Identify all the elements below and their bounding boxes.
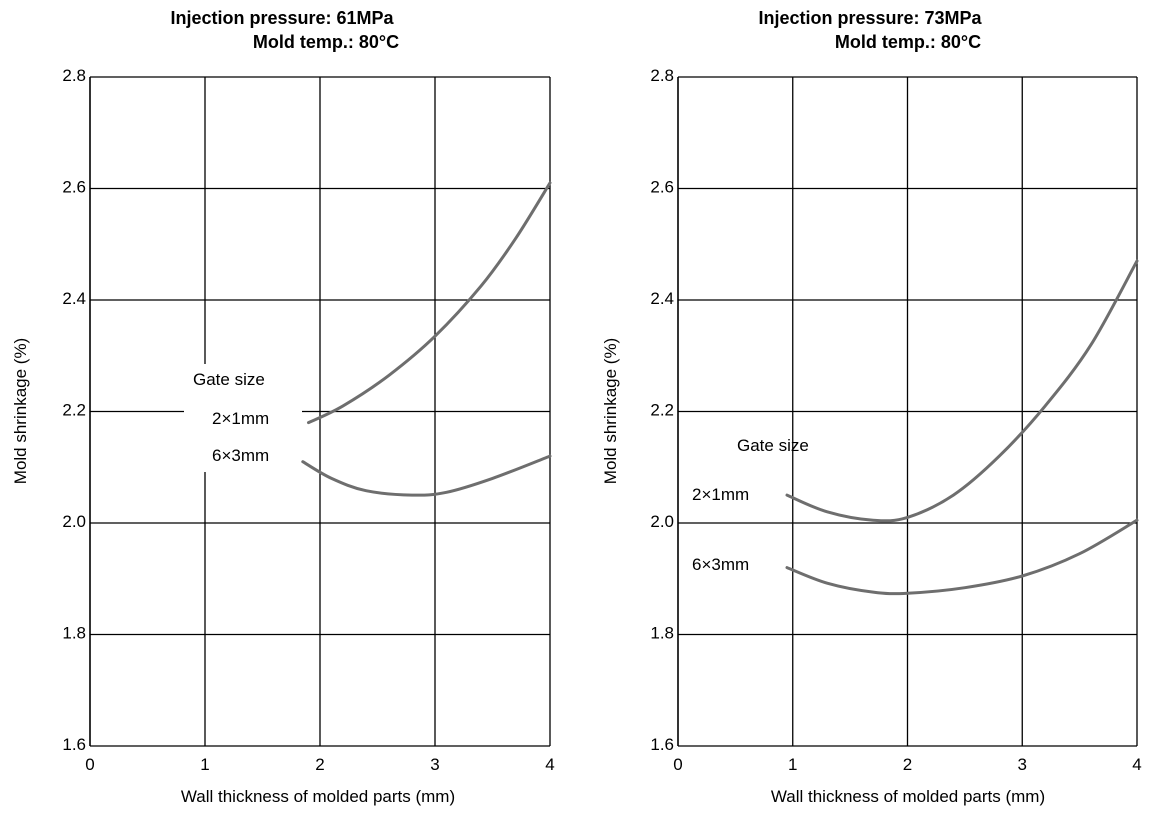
chart-left: Injection pressure: 61MPa Mold temp.: 80… bbox=[11, 8, 555, 806]
chart-left-x-ticks: 0 1 2 3 4 bbox=[85, 755, 554, 774]
chart-right-y-ticks: 1.6 1.8 2.0 2.2 2.4 2.6 2.8 bbox=[650, 66, 674, 754]
chart-left-y-ticks: 1.6 1.8 2.0 2.2 2.4 2.6 2.8 bbox=[62, 66, 86, 754]
chart-1-series-line-2x1 bbox=[785, 259, 1139, 523]
chart-1-y-tick-label: 2.0 bbox=[650, 512, 674, 531]
chart-right-series-label-2x1: 2×1mm bbox=[692, 485, 749, 504]
chart-left-title: Injection pressure: 61MPa bbox=[170, 8, 394, 28]
chart-1-series-line-6x3 bbox=[785, 518, 1139, 596]
chart-1-y-tick-label: 2.8 bbox=[650, 66, 674, 85]
chart-left-curves bbox=[301, 181, 552, 497]
chart-0-x-tick-label: 0 bbox=[85, 755, 94, 774]
chart-left-x-axis-label: Wall thickness of molded parts (mm) bbox=[181, 787, 455, 806]
chart-0-y-tick-label: 2.6 bbox=[62, 178, 86, 197]
chart-left-y-axis-label: Mold shrinkage (%) bbox=[11, 338, 30, 484]
chart-right-y-axis-label: Mold shrinkage (%) bbox=[601, 338, 620, 484]
chart-0-y-tick-label: 2.4 bbox=[62, 289, 86, 308]
chart-1-y-tick-label: 1.8 bbox=[650, 624, 674, 643]
chart-1-y-tick-label: 2.2 bbox=[650, 401, 674, 420]
chart-right-gate-size-label: Gate size bbox=[737, 436, 809, 455]
chart-0-y-tick-label: 1.8 bbox=[62, 624, 86, 643]
chart-right-subtitle: Mold temp.: 80°C bbox=[835, 32, 981, 52]
chart-1-x-tick-label: 1 bbox=[788, 755, 797, 774]
chart-1-x-tick-label: 3 bbox=[1018, 755, 1027, 774]
chart-1-x-tick-label: 4 bbox=[1132, 755, 1141, 774]
chart-left-gate-size-label: Gate size bbox=[193, 370, 265, 389]
chart-left-series-label-6x3: 6×3mm bbox=[212, 446, 269, 465]
chart-0-annotation-background bbox=[184, 364, 302, 472]
chart-0-y-tick-label: 2.2 bbox=[62, 401, 86, 420]
chart-0-y-tick-label: 1.6 bbox=[62, 735, 86, 754]
chart-right: Injection pressure: 73MPa Mold temp.: 80… bbox=[601, 8, 1142, 806]
chart-right-series-label-6x3: 6×3mm bbox=[692, 555, 749, 574]
chart-0-x-tick-label: 3 bbox=[430, 755, 439, 774]
chart-0-series-line-2x1 bbox=[307, 181, 552, 425]
chart-0-x-tick-label: 4 bbox=[545, 755, 554, 774]
chart-right-x-ticks: 0 1 2 3 4 bbox=[673, 755, 1141, 774]
chart-0-x-tick-label: 1 bbox=[200, 755, 209, 774]
chart-1-y-tick-label: 1.6 bbox=[650, 735, 674, 754]
chart-0-x-tick-label: 2 bbox=[315, 755, 324, 774]
chart-0-y-tick-label: 2.8 bbox=[62, 66, 86, 85]
chart-right-grid bbox=[677, 76, 1138, 747]
chart-right-x-axis-label: Wall thickness of molded parts (mm) bbox=[771, 787, 1045, 806]
chart-1-y-tick-label: 2.6 bbox=[650, 178, 674, 197]
chart-1-x-tick-label: 0 bbox=[673, 755, 682, 774]
chart-0-y-tick-label: 2.0 bbox=[62, 512, 86, 531]
chart-0-series-line-6x3 bbox=[301, 454, 552, 497]
chart-left-subtitle: Mold temp.: 80°C bbox=[253, 32, 399, 52]
chart-right-curves bbox=[785, 259, 1139, 596]
chart-1-x-tick-label: 2 bbox=[903, 755, 912, 774]
chart-right-title: Injection pressure: 73MPa bbox=[758, 8, 982, 28]
chart-left-grid bbox=[89, 76, 551, 747]
chart-left-series-label-2x1: 2×1mm bbox=[212, 409, 269, 428]
chart-1-y-tick-label: 2.4 bbox=[650, 289, 674, 308]
